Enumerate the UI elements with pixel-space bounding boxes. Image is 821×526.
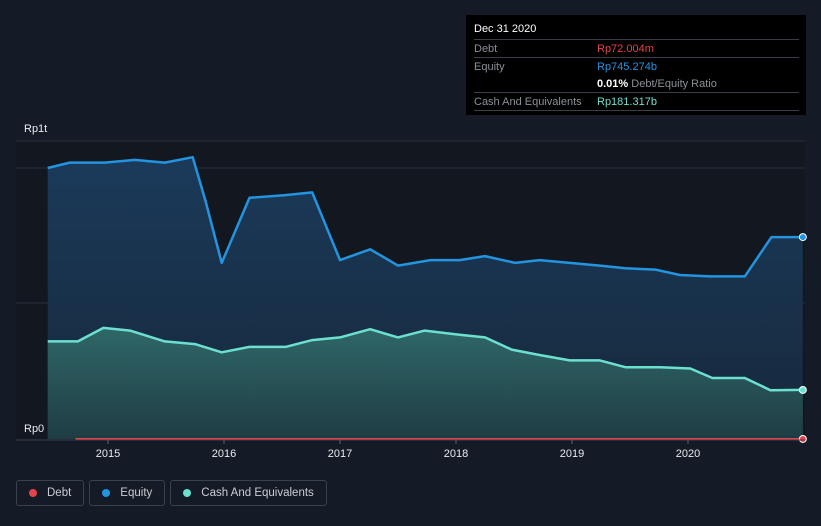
y-tick-label: Rp1t (24, 123, 47, 135)
legend-label: Equity (120, 487, 153, 499)
x-tick-label: 2017 (328, 448, 352, 460)
tooltip-equity-value: Rp745.274b (597, 60, 657, 73)
x-tick-label: 2019 (560, 448, 584, 460)
tooltip-date: Dec 31 2020 (474, 23, 537, 35)
equity-dot-icon (102, 489, 111, 497)
tooltip-ratio-label: Debt/Equity Ratio (631, 77, 717, 90)
cash-and-equivalents-endpoint (798, 385, 807, 394)
legend-cash[interactable]: Cash And Equivalents (170, 480, 327, 506)
tooltip-equity-label: Equity (474, 60, 505, 73)
tooltip-cash-label: Cash And Equivalents (474, 95, 582, 108)
legend: Debt Equity Cash And Equivalents (16, 480, 327, 506)
x-tick-label: 2018 (444, 448, 468, 460)
legend-label: Cash And Equivalents (201, 487, 314, 499)
tooltip: Dec 31 2020 Debt Rp72.004m Equity Rp745.27… (466, 15, 806, 115)
debt-endpoint (798, 434, 807, 443)
legend-equity[interactable]: Equity (89, 480, 166, 506)
equity-endpoint (798, 233, 807, 242)
y-tick-label: Rp0 (24, 423, 44, 435)
cash-dot-icon (183, 489, 192, 497)
debt-dot-icon (29, 489, 37, 497)
x-tick-label: 2015 (96, 448, 120, 460)
tooltip-ratio-value: 0.01% (597, 77, 629, 90)
legend-label: Debt (47, 487, 72, 499)
equity-line (47, 155, 803, 278)
cash-and-equivalents-line (47, 326, 803, 392)
tooltip-debt-label: Debt (474, 42, 498, 55)
x-tick-label: 2016 (212, 448, 236, 460)
x-tick-label: 2020 (676, 448, 700, 460)
cash-and-equivalents-area (47, 327, 803, 439)
tooltip-cash-value: Rp181.317b (597, 95, 657, 108)
legend-debt[interactable]: Debt (16, 480, 85, 506)
tooltip-debt-value: Rp72.004m (597, 42, 654, 55)
